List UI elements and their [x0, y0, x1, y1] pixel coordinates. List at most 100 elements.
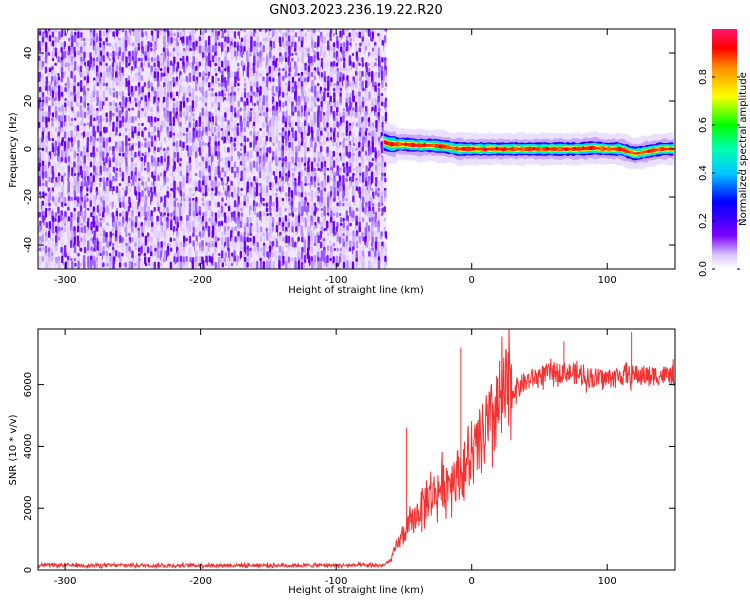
- noise-cell: [284, 201, 288, 209]
- noise-cell: [109, 261, 112, 269]
- noise-cell: [42, 57, 45, 62]
- noise-cell: [253, 260, 256, 269]
- noise-cell: [230, 256, 233, 264]
- noise-cell: [127, 107, 131, 112]
- noise-cell: [182, 77, 185, 82]
- noise-cell: [125, 62, 128, 68]
- noise-cell: [173, 252, 176, 257]
- noise-cell: [54, 117, 58, 122]
- noise-cell: [99, 261, 103, 269]
- noise-cell: [221, 37, 224, 42]
- noise-cell: [38, 71, 41, 79]
- noise-cell: [41, 102, 44, 108]
- noise-cell: [268, 81, 271, 90]
- noise-cell: [224, 107, 228, 113]
- noise-cell: [166, 177, 169, 183]
- noise-cell: [170, 176, 173, 184]
- noise-cell: [141, 92, 144, 98]
- noise-cell: [253, 186, 256, 194]
- noise-cell: [211, 187, 214, 192]
- noise-cell: [57, 36, 60, 44]
- noise-cell: [323, 262, 326, 267]
- noise-cell: [163, 207, 166, 213]
- noise-cell: [345, 87, 349, 92]
- noise-cell: [153, 77, 157, 82]
- noise-cell: [226, 257, 230, 263]
- noise-cell: [262, 197, 265, 202]
- noise-cell: [339, 57, 343, 62]
- noise-cell: [51, 132, 54, 138]
- noise-cell: [41, 197, 44, 202]
- noise-cell: [80, 222, 83, 227]
- noise-cell: [211, 61, 214, 69]
- noise-cell: [67, 81, 70, 89]
- noise-cell: [115, 172, 118, 178]
- noise-cell: [281, 97, 284, 103]
- noise-cell: [333, 137, 336, 143]
- noise-cell: [269, 166, 272, 174]
- noise-cell: [106, 107, 109, 112]
- noise-cell: [192, 192, 195, 197]
- noise-cell: [166, 66, 170, 74]
- noise-cell: [207, 187, 211, 192]
- noise-cell: [105, 82, 108, 87]
- noise-cell: [210, 112, 214, 117]
- noise-cell: [80, 87, 83, 93]
- noise-cell: [47, 46, 51, 54]
- noise-cell: [86, 141, 89, 149]
- noise-cell: [108, 42, 112, 47]
- noise-cell: [118, 132, 122, 137]
- noise-cell: [266, 237, 269, 242]
- noise-cell: [227, 152, 230, 158]
- noise-cell: [159, 142, 163, 148]
- noise-cell: [182, 29, 185, 33]
- noise-cell: [160, 231, 163, 239]
- noise-cell: [271, 222, 275, 228]
- noise-cell: [194, 172, 198, 177]
- noise-cell: [259, 177, 262, 182]
- noise-cell: [265, 41, 268, 49]
- noise-cell: [86, 187, 89, 192]
- noise-cell: [256, 216, 259, 224]
- noise-cell: [144, 187, 147, 192]
- noise-cell: [121, 147, 124, 153]
- noise-cell: [330, 127, 333, 133]
- noise-cell: [51, 142, 54, 147]
- noise-cell: [354, 42, 358, 47]
- noise-cell: [365, 222, 368, 228]
- noise-cell: [194, 261, 198, 269]
- noise-cell: [76, 152, 79, 157]
- noise-cell: [311, 152, 314, 157]
- noise-cell: [41, 222, 44, 227]
- noise-cell: [153, 96, 156, 105]
- noise-cell: [147, 171, 151, 179]
- noise-cell: [175, 137, 179, 142]
- noise-cell: [266, 212, 269, 217]
- noise-cell: [172, 116, 176, 124]
- noise-cell: [291, 167, 294, 172]
- figure-title: GN03.2023.236.19.22.R20: [269, 3, 443, 18]
- noise-cell: [345, 132, 349, 137]
- noise-cell: [311, 202, 314, 207]
- noise-cell: [79, 52, 83, 57]
- noise-cell: [218, 52, 221, 58]
- noise-cell: [45, 217, 48, 223]
- noise-cell: [310, 62, 313, 67]
- noise-cell: [262, 261, 266, 269]
- noise-cell: [150, 52, 154, 58]
- noise-cell: [284, 57, 288, 63]
- noise-cell: [303, 77, 307, 83]
- noise-cell: [291, 257, 294, 262]
- noise-cell: [338, 236, 342, 244]
- noise-cell: [41, 107, 44, 112]
- noise-cell: [51, 237, 54, 242]
- noise-cell: [336, 137, 339, 143]
- noise-cell: [179, 57, 183, 62]
- noise-cell: [211, 87, 214, 92]
- noise-cell: [60, 96, 63, 105]
- noise-cell: [367, 192, 371, 197]
- noise-cell: [98, 172, 102, 177]
- noise-cell: [146, 51, 150, 60]
- noise-cell: [166, 162, 169, 168]
- noise-cell: [304, 182, 307, 187]
